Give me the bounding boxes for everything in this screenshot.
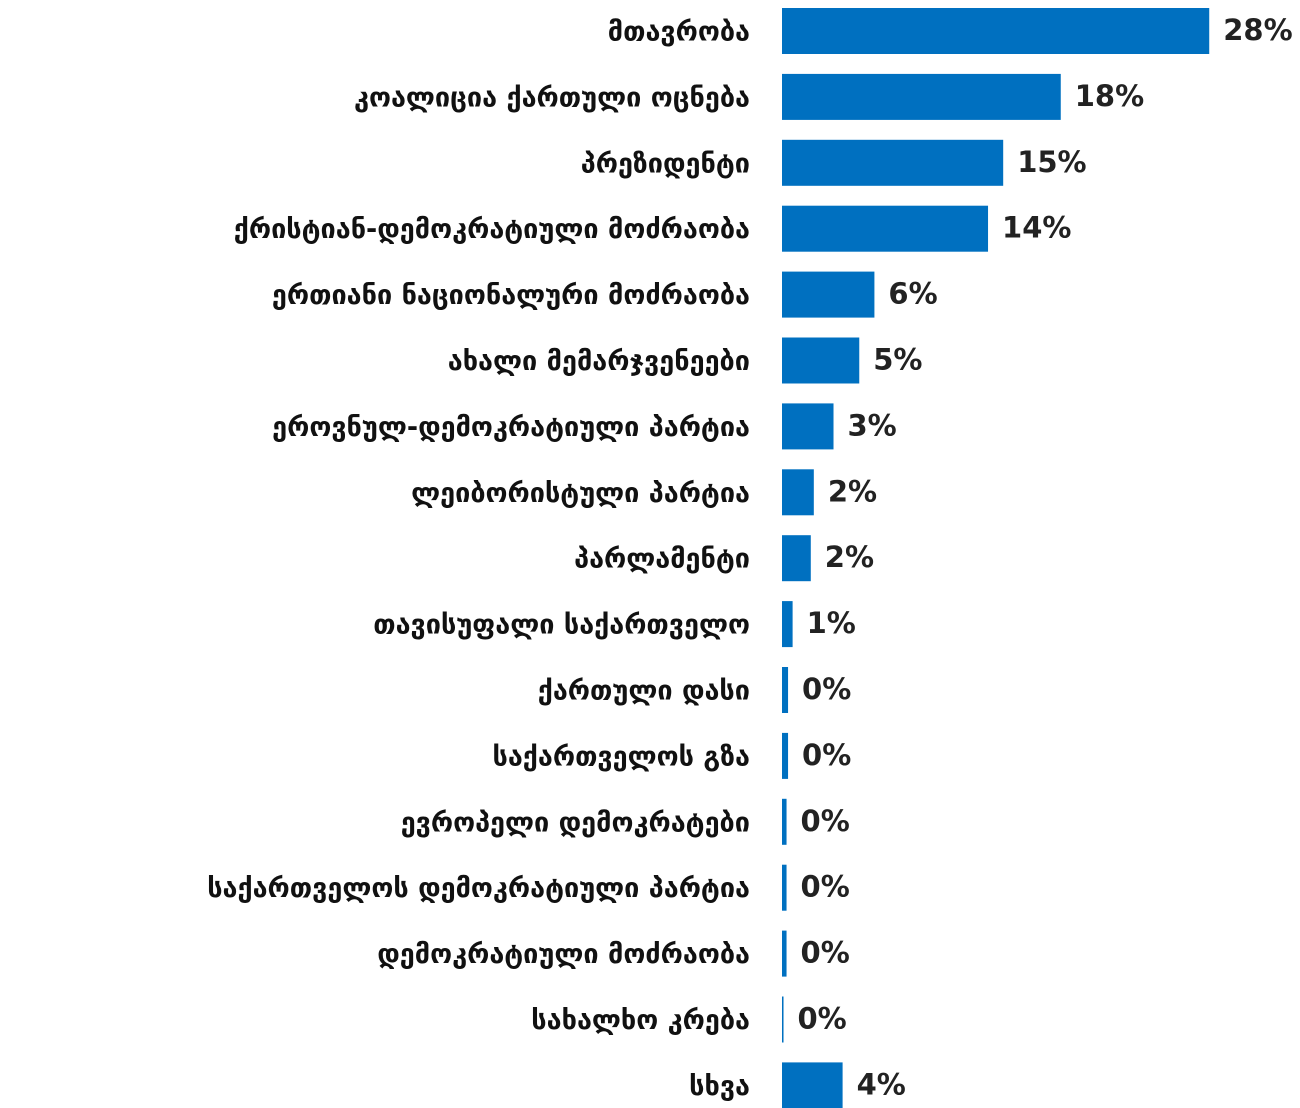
value-label: 2%	[828, 474, 877, 508]
value-label: 0%	[802, 672, 851, 706]
category-label: საქართველოს გზა	[492, 741, 750, 772]
category-label: სხვა	[689, 1071, 750, 1102]
bar	[782, 205, 989, 252]
value-label: 0%	[802, 738, 851, 772]
bar	[782, 732, 789, 779]
bar	[782, 337, 860, 384]
category-label: ეროვნულ-დემოკრატიული პარტია	[272, 412, 750, 443]
bar	[782, 139, 1004, 186]
category-label: ქართული დასი	[538, 676, 750, 707]
category-label: ევროპელი დემოკრატები	[401, 807, 750, 838]
category-label: საქართველოს დემოკრატიული პარტია	[207, 873, 750, 904]
value-label: 5%	[873, 343, 922, 377]
bar	[782, 403, 834, 450]
bar	[782, 667, 789, 713]
value-label: 28%	[1223, 13, 1292, 47]
category-label: მთავრობა	[608, 17, 750, 48]
category-label: კოალიცია ქართული ოცნება	[354, 82, 750, 113]
value-label: 0%	[801, 936, 850, 970]
bar	[782, 8, 1210, 54]
value-label: 15%	[1017, 145, 1086, 179]
bar	[782, 930, 787, 977]
bar	[782, 1062, 843, 1108]
bar	[782, 73, 1061, 120]
category-label: პარლამენტი	[574, 544, 750, 575]
value-label: 1%	[807, 606, 856, 640]
category-label: ახალი მემარჯვენეები	[448, 346, 750, 377]
category-label: ლეიბორისტული პარტია	[411, 478, 750, 509]
category-label: სახალხო კრება	[531, 1005, 750, 1036]
bar	[782, 469, 814, 516]
category-label: თავისუფალი საქართველო	[373, 610, 750, 641]
bar	[782, 798, 787, 845]
bar	[782, 271, 875, 318]
value-label: 6%	[888, 277, 937, 311]
category-label: დემოკრატიული მოძრაობა	[377, 939, 750, 970]
value-label: 0%	[798, 1002, 847, 1036]
category-label: პრეზიდენტი	[581, 148, 750, 179]
bar	[782, 601, 793, 648]
value-label: 3%	[848, 408, 897, 442]
value-label: 0%	[801, 804, 850, 838]
bar	[782, 996, 784, 1043]
value-label: 0%	[801, 870, 850, 904]
bar	[782, 535, 811, 582]
category-label: ქრისტიან-დემოკრატიული მოძრაობა	[234, 214, 750, 245]
bar	[782, 864, 787, 911]
value-label: 18%	[1075, 79, 1144, 113]
value-label: 14%	[1002, 211, 1071, 245]
category-label: ერთიანი ნაციონალური მოძრაობა	[272, 280, 750, 311]
value-label: 2%	[825, 540, 874, 574]
value-label: 4%	[857, 1067, 906, 1101]
